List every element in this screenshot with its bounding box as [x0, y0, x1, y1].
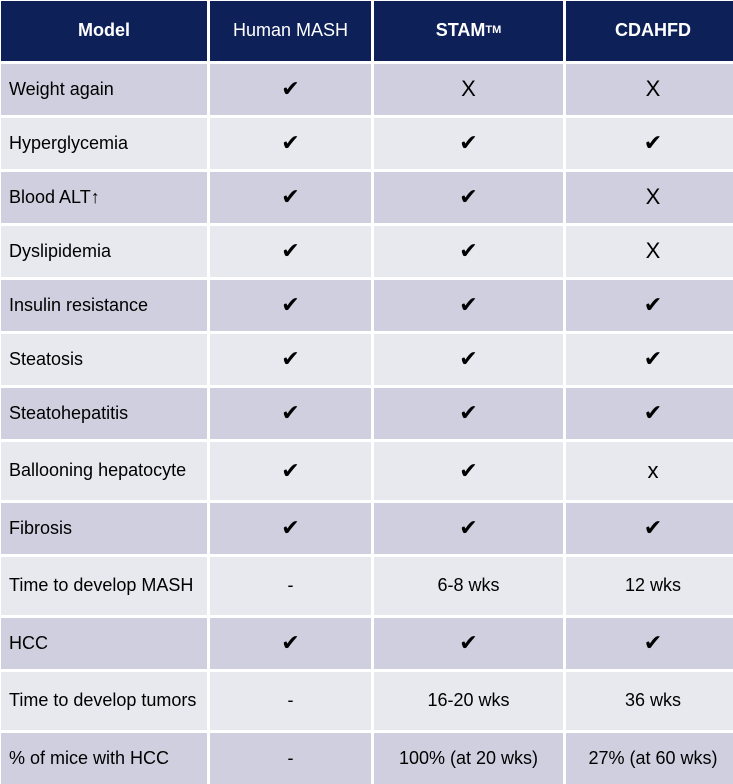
stam-cell: 6-8 wks: [374, 557, 563, 615]
human-mash-cell: ✔: [210, 226, 371, 277]
feature-cell: Weight again: [1, 64, 207, 115]
stam-cell: X: [374, 64, 563, 115]
stam-cell: ✔: [374, 280, 563, 331]
human-mash-cell: ✔: [210, 118, 371, 169]
feature-cell: HCC: [1, 618, 207, 669]
stam-cell: ✔: [374, 442, 563, 500]
header-stam-trademark: TM: [485, 23, 502, 36]
human-mash-cell: ✔: [210, 64, 371, 115]
cdahfd-cell: ✔: [566, 334, 733, 385]
stam-cell: ✔: [374, 172, 563, 223]
human-mash-cell: ✔: [210, 442, 371, 500]
cdahfd-cell: x: [566, 442, 733, 500]
stam-cell: ✔: [374, 226, 563, 277]
feature-cell: Fibrosis: [1, 503, 207, 554]
cdahfd-cell: ✔: [566, 280, 733, 331]
feature-cell: Steatohepatitis: [1, 388, 207, 439]
cdahfd-cell: X: [566, 172, 733, 223]
stam-cell: ✔: [374, 388, 563, 439]
feature-cell: Steatosis: [1, 334, 207, 385]
human-mash-cell: -: [210, 733, 371, 784]
human-mash-cell: ✔: [210, 334, 371, 385]
feature-cell: Blood ALT↑: [1, 172, 207, 223]
human-mash-cell: ✔: [210, 503, 371, 554]
human-mash-cell: ✔: [210, 280, 371, 331]
feature-cell: Time to develop tumors: [1, 672, 207, 730]
cdahfd-cell: ✔: [566, 503, 733, 554]
human-mash-cell: ✔: [210, 172, 371, 223]
header-cdahfd: CDAHFD: [566, 1, 733, 61]
feature-cell: Dyslipidemia: [1, 226, 207, 277]
feature-cell: Insulin resistance: [1, 280, 207, 331]
human-mash-cell: ✔: [210, 388, 371, 439]
stam-cell: ✔: [374, 118, 563, 169]
stam-cell: 16-20 wks: [374, 672, 563, 730]
header-human-mash: Human MASH: [210, 1, 371, 61]
cdahfd-cell: X: [566, 64, 733, 115]
header-stam-label: STAM: [435, 20, 486, 41]
cdahfd-cell: ✔: [566, 388, 733, 439]
stam-cell: ✔: [374, 334, 563, 385]
cdahfd-cell: 27% (at 60 wks): [566, 733, 733, 784]
stam-cell: ✔: [374, 618, 563, 669]
cdahfd-cell: ✔: [566, 618, 733, 669]
header-stam: STAM TM: [374, 1, 563, 61]
feature-cell: % of mice with HCC: [1, 733, 207, 784]
human-mash-cell: -: [210, 672, 371, 730]
feature-cell: Hyperglycemia: [1, 118, 207, 169]
stam-cell: 100% (at 20 wks): [374, 733, 563, 784]
feature-cell: Time to develop MASH: [1, 557, 207, 615]
cdahfd-cell: 12 wks: [566, 557, 733, 615]
human-mash-cell: -: [210, 557, 371, 615]
cdahfd-cell: ✔: [566, 118, 733, 169]
feature-cell: Ballooning hepatocyte: [1, 442, 207, 500]
stam-cell: ✔: [374, 503, 563, 554]
header-model: Model: [1, 1, 207, 61]
cdahfd-cell: 36 wks: [566, 672, 733, 730]
human-mash-cell: ✔: [210, 618, 371, 669]
cdahfd-cell: X: [566, 226, 733, 277]
